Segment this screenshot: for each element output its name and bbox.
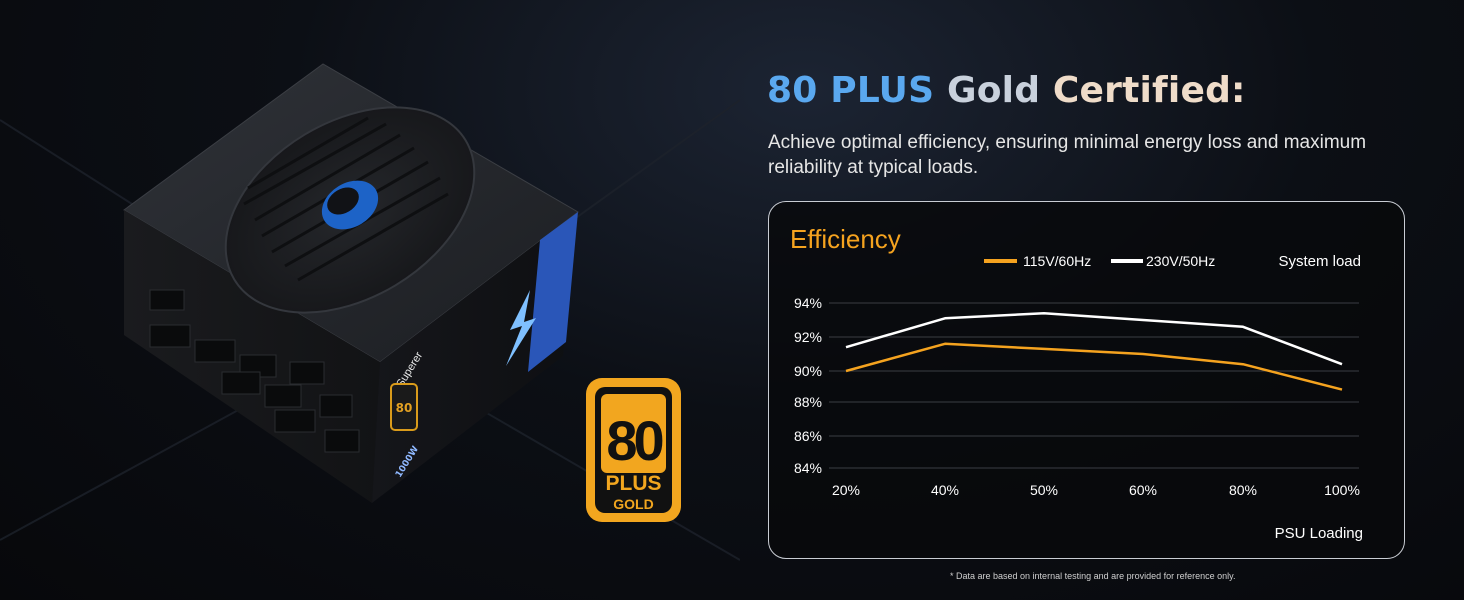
heading-part: Gold bbox=[946, 70, 1053, 111]
y-tick-label: 90% bbox=[794, 363, 822, 379]
y-tick-label: 94% bbox=[794, 295, 822, 311]
efficiency-chart-card: Efficiency 115V/60Hz 230V/50Hz System lo… bbox=[768, 201, 1405, 559]
x-tick-label: 60% bbox=[1129, 482, 1157, 498]
legend: 115V/60Hz 230V/50Hz bbox=[984, 253, 1215, 269]
x-tick-label: 100% bbox=[1324, 482, 1360, 498]
blue-side-panel bbox=[528, 212, 578, 372]
heading-part: Certified: bbox=[1052, 70, 1246, 111]
y-tick-layer: 94% 92% 90% 88% 86% 84% bbox=[794, 295, 822, 476]
badge-tier: GOLD bbox=[613, 496, 653, 512]
psu-connectors bbox=[149, 289, 360, 453]
y-tick-label: 92% bbox=[794, 329, 822, 345]
fan-grille bbox=[224, 106, 476, 314]
efficiency-chart: Efficiency 115V/60Hz 230V/50Hz System lo… bbox=[790, 224, 1363, 542]
series-line-115v bbox=[845, 342, 1343, 391]
y-tick-label: 88% bbox=[794, 394, 822, 410]
x-tick-label: 80% bbox=[1229, 482, 1257, 498]
x-tick-label: 40% bbox=[931, 482, 959, 498]
heading-part: 80 PLUS bbox=[767, 70, 947, 111]
legend-label-230v: 230V/50Hz bbox=[1146, 253, 1215, 269]
x-tick-label: 20% bbox=[832, 482, 860, 498]
page-heading: 80 PLUS Gold Certified: bbox=[767, 70, 1246, 111]
series-line-230v bbox=[845, 311, 1343, 366]
x-tick-label: 50% bbox=[1030, 482, 1058, 498]
psu-mini-badge-text: 80 bbox=[396, 401, 413, 415]
badge-plus: PLUS bbox=[605, 472, 661, 495]
legend-label-115v: 115V/60Hz bbox=[1023, 253, 1091, 269]
lightning-bolt-icon bbox=[506, 290, 536, 366]
80-plus-gold-badge: 80 PLUS GOLD bbox=[586, 378, 681, 522]
chart-title: Efficiency bbox=[790, 224, 901, 254]
psu-right-face bbox=[372, 212, 578, 503]
subtitle: Achieve optimal efficiency, ensuring min… bbox=[768, 132, 1367, 178]
x-axis-label: PSU Loading bbox=[1275, 525, 1363, 542]
y-tick-label: 86% bbox=[794, 428, 822, 444]
x-tick-layer: 20% 40% 50% 60% 80% 100% bbox=[832, 482, 1360, 498]
footnote: * Data are based on internal testing and… bbox=[950, 571, 1236, 581]
y-axis-label: System load bbox=[1278, 253, 1361, 270]
y-tick-label: 84% bbox=[794, 460, 822, 476]
badge-number: 80 bbox=[606, 409, 662, 472]
product-visual: Superer 80 1000W 80 PLUS GOLD bbox=[0, 63, 740, 561]
series-layer bbox=[845, 311, 1343, 391]
psu-mini-badge bbox=[390, 383, 418, 431]
